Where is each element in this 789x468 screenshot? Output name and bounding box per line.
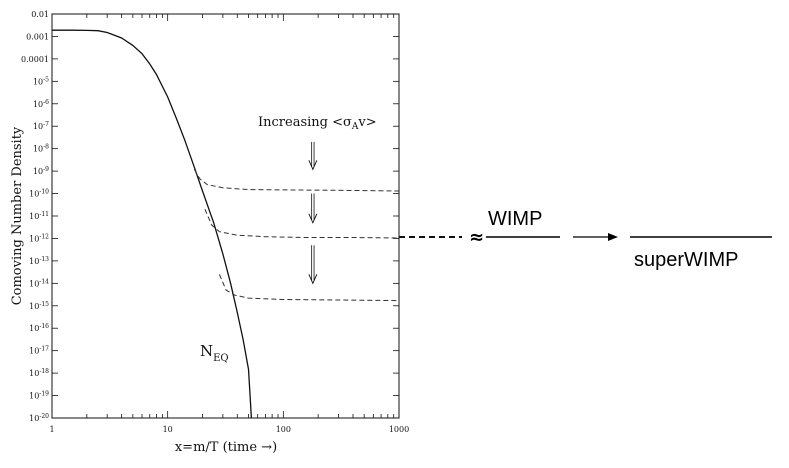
x-tick-label: 10 — [163, 425, 173, 434]
approx-symbol: ≈ — [469, 227, 484, 248]
curves — [52, 29, 400, 419]
axis-ticks — [52, 13, 399, 419]
y-tick-label: 10-17 — [29, 346, 49, 356]
freezeout-curve-1 — [193, 169, 400, 192]
y-tick-label: 10-5 — [33, 76, 49, 86]
y-tick-label: 10-19 — [29, 391, 49, 401]
y-tick-label: 10-18 — [29, 368, 49, 378]
x-axis-label: x=m/T (time →) — [175, 440, 277, 455]
x-tick-label: 1000 — [389, 425, 409, 434]
increasing-arrow-3 — [308, 245, 318, 285]
axis-tick-labels: 1 10 100 1000 0.01 0.001 0.0001 10-5 10-6 10-7 10-… — [21, 10, 409, 434]
increasing-sigma-annotation: Increasing <σAv> — [258, 115, 377, 132]
y-tick-label: 0.001 — [26, 32, 49, 41]
decay-arrow-head — [608, 233, 618, 241]
y-tick-label: 10-10 — [29, 189, 49, 199]
y-axis-label: Comoving Number Density — [10, 126, 25, 305]
y-tick-label: 10-8 — [33, 144, 49, 154]
equilibrium-label: NEQ — [200, 342, 229, 364]
y-tick-label: 10-7 — [33, 121, 49, 131]
x-tick-label: 1 — [49, 425, 54, 434]
increasing-arrows — [308, 141, 318, 285]
freezeout-curve-2 — [204, 209, 400, 239]
freezeout-curve-3 — [218, 274, 400, 302]
y-tick-label: 0.0001 — [21, 55, 49, 64]
y-tick-label: 0.01 — [31, 10, 49, 19]
y-tick-label: 10-20 — [29, 413, 49, 423]
increasing-arrow-1 — [308, 141, 318, 171]
y-tick-label: 10-12 — [29, 233, 49, 243]
equilibrium-curve — [52, 29, 253, 419]
x-tick-label: 100 — [276, 425, 291, 434]
y-tick-label: 10-13 — [29, 256, 49, 266]
wimp-label: WIMP — [488, 208, 542, 230]
increasing-arrow-2 — [308, 193, 318, 224]
y-tick-label: 10-16 — [29, 323, 49, 333]
y-tick-label: 10-15 — [29, 301, 49, 311]
y-tick-label: 10-9 — [33, 166, 49, 176]
y-tick-label: 10-11 — [29, 211, 49, 221]
superwimp-label: superWIMP — [634, 249, 738, 271]
y-tick-label: 10-6 — [33, 99, 49, 109]
y-tick-label: 10-14 — [29, 278, 49, 288]
